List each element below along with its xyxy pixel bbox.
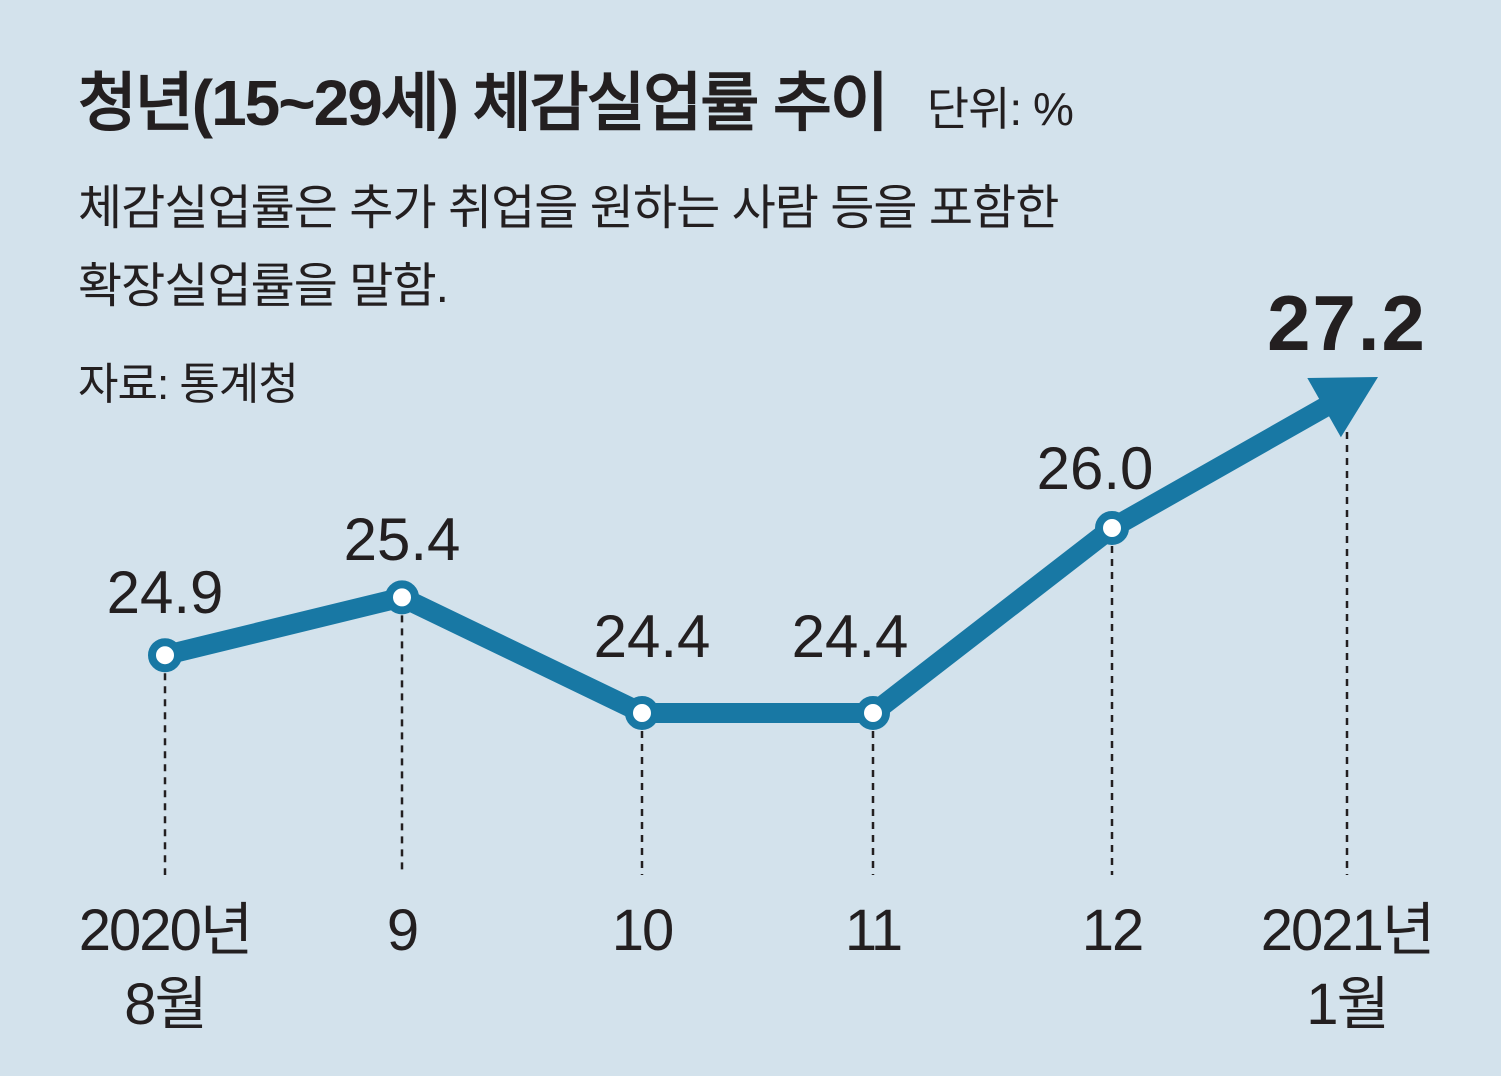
title-row: 청년(15~29세) 체감실업률 추이 단위: % [78, 52, 1074, 144]
data-label-1: 25.4 [344, 506, 461, 573]
data-label-3: 24.4 [792, 603, 909, 670]
x-tick-label-0-1: 8월 [124, 972, 206, 1037]
unit-label: 단위: % [926, 83, 1074, 135]
description-line-2: 확장실업률을 말함. [78, 260, 449, 313]
description-line-1: 체감실업률은 추가 취업을 원하는 사람 등을 포함한 [78, 182, 1059, 235]
series-line [162, 396, 1333, 723]
data-label-2: 24.4 [594, 603, 711, 670]
data-point-2 [625, 696, 659, 730]
x-tick-label-4-0: 12 [1082, 898, 1143, 963]
source-note: 자료: 통계청 [78, 360, 299, 409]
data-label-4: 26.0 [1037, 435, 1154, 502]
data-point-3 [856, 696, 890, 730]
description: 체감실업률은 추가 취업을 원하는 사람 등을 포함한 확장실업률을 말함. [78, 170, 1059, 326]
data-label-5: 27.2 [1267, 279, 1427, 367]
x-tick-label-1-0: 9 [387, 898, 417, 963]
x-tick-label-5-1: 1월 [1306, 972, 1388, 1037]
x-tick-label-2-0: 10 [612, 898, 673, 963]
data-point-0 [148, 638, 182, 673]
arrow-head-icon [1307, 377, 1378, 438]
data-point-1 [385, 580, 419, 615]
x-tick-label-5-0: 2021년 [1261, 898, 1433, 963]
chart-title: 청년(15~29세) 체감실업률 추이 [78, 67, 889, 139]
x-tick-label-3-0: 11 [845, 898, 901, 963]
x-tick-label-0-0: 2020년 [79, 898, 251, 963]
data-point-4 [1095, 511, 1129, 545]
data-label-0: 24.9 [107, 559, 224, 626]
